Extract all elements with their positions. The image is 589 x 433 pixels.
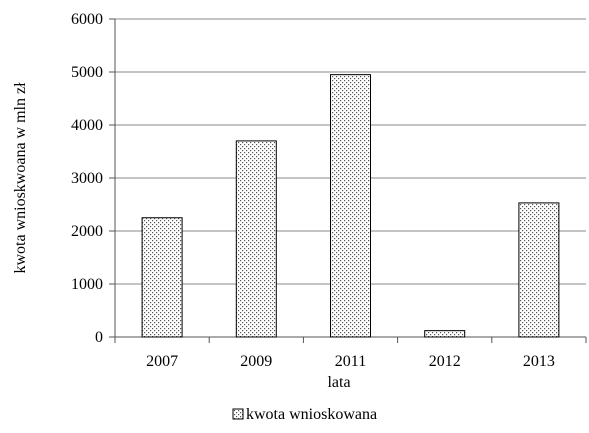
bar-2011	[330, 74, 371, 338]
legend: kwota wnioskowana	[232, 406, 377, 423]
x-tick-label: 2011	[335, 353, 366, 370]
x-tick-label: 2009	[240, 353, 272, 370]
y-tick-labels: 0 1000 2000 3000 4000 5000 6000	[71, 11, 103, 346]
y-tick-label: 4000	[71, 117, 103, 134]
legend-label: kwota wnioskowana	[246, 406, 377, 423]
x-tick-label: 2012	[429, 353, 461, 370]
y-tick-label: 0	[95, 329, 103, 346]
x-tick-label: 2007	[146, 353, 178, 370]
y-tick-label: 6000	[71, 11, 103, 28]
legend-swatch	[232, 408, 244, 420]
bars	[141, 74, 560, 338]
y-tick-label: 1000	[71, 276, 103, 293]
bar-2013	[518, 202, 560, 338]
bar-2007	[141, 217, 183, 338]
x-axis-title: lata	[327, 374, 350, 391]
x-tick-label: 2013	[523, 353, 555, 370]
y-tick-label: 5000	[71, 64, 103, 81]
bar-2012	[424, 330, 466, 338]
y-axis-title: kwota wnioskwoana w mln zł	[12, 82, 29, 274]
y-tick-label: 3000	[71, 170, 103, 187]
x-tick-labels: 2007 2009 2011 2012 2013	[146, 353, 555, 370]
bar-2009	[235, 140, 277, 338]
y-tick-label: 2000	[71, 223, 103, 240]
